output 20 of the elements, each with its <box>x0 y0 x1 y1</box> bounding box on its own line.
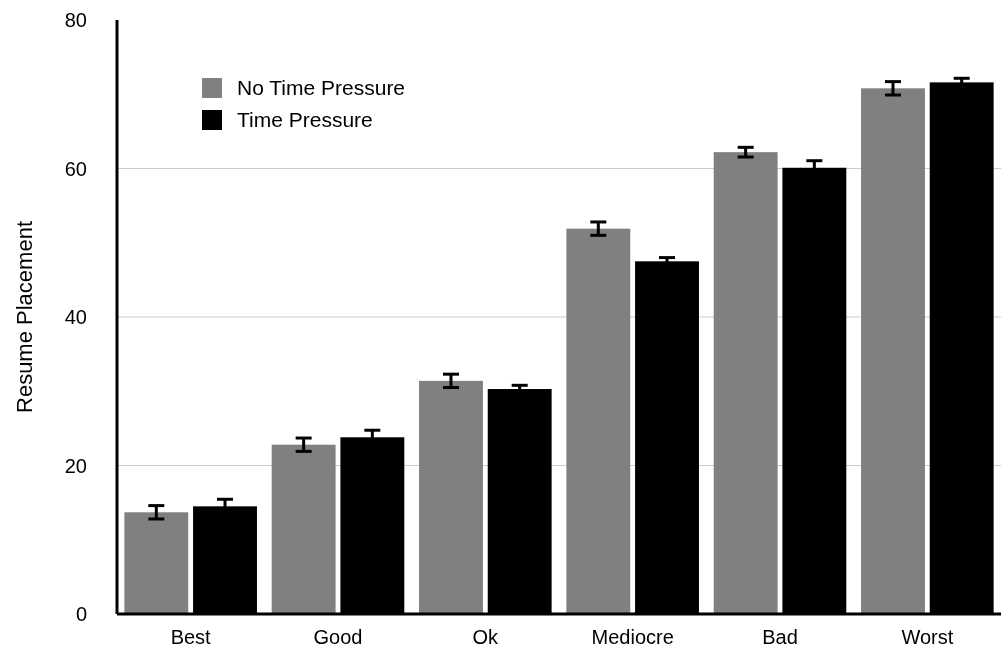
x-tick-label: Ok <box>472 626 500 648</box>
x-tick-label: Worst <box>901 626 954 648</box>
y-tick-label: 60 <box>64 157 87 180</box>
y-axis-title: Resume Placement <box>12 221 37 413</box>
bar <box>124 512 189 614</box>
legend-label: No Time Pressure <box>237 76 406 100</box>
y-tick-label: 20 <box>64 454 87 477</box>
bar <box>713 152 778 614</box>
x-tick-label: Mediocre <box>591 626 674 648</box>
bar <box>419 380 483 614</box>
x-tick-label: Best <box>170 626 212 648</box>
bar <box>861 88 925 614</box>
bar <box>566 228 631 614</box>
legend-label: Time Pressure <box>237 108 373 132</box>
x-tick-label: Good <box>313 626 363 648</box>
y-tick-label: 40 <box>64 306 87 328</box>
y-tick-label: 0 <box>75 603 87 625</box>
bar <box>271 444 336 614</box>
x-tick-label: Bad <box>762 626 798 648</box>
y-tick-label: 80 <box>64 9 87 31</box>
